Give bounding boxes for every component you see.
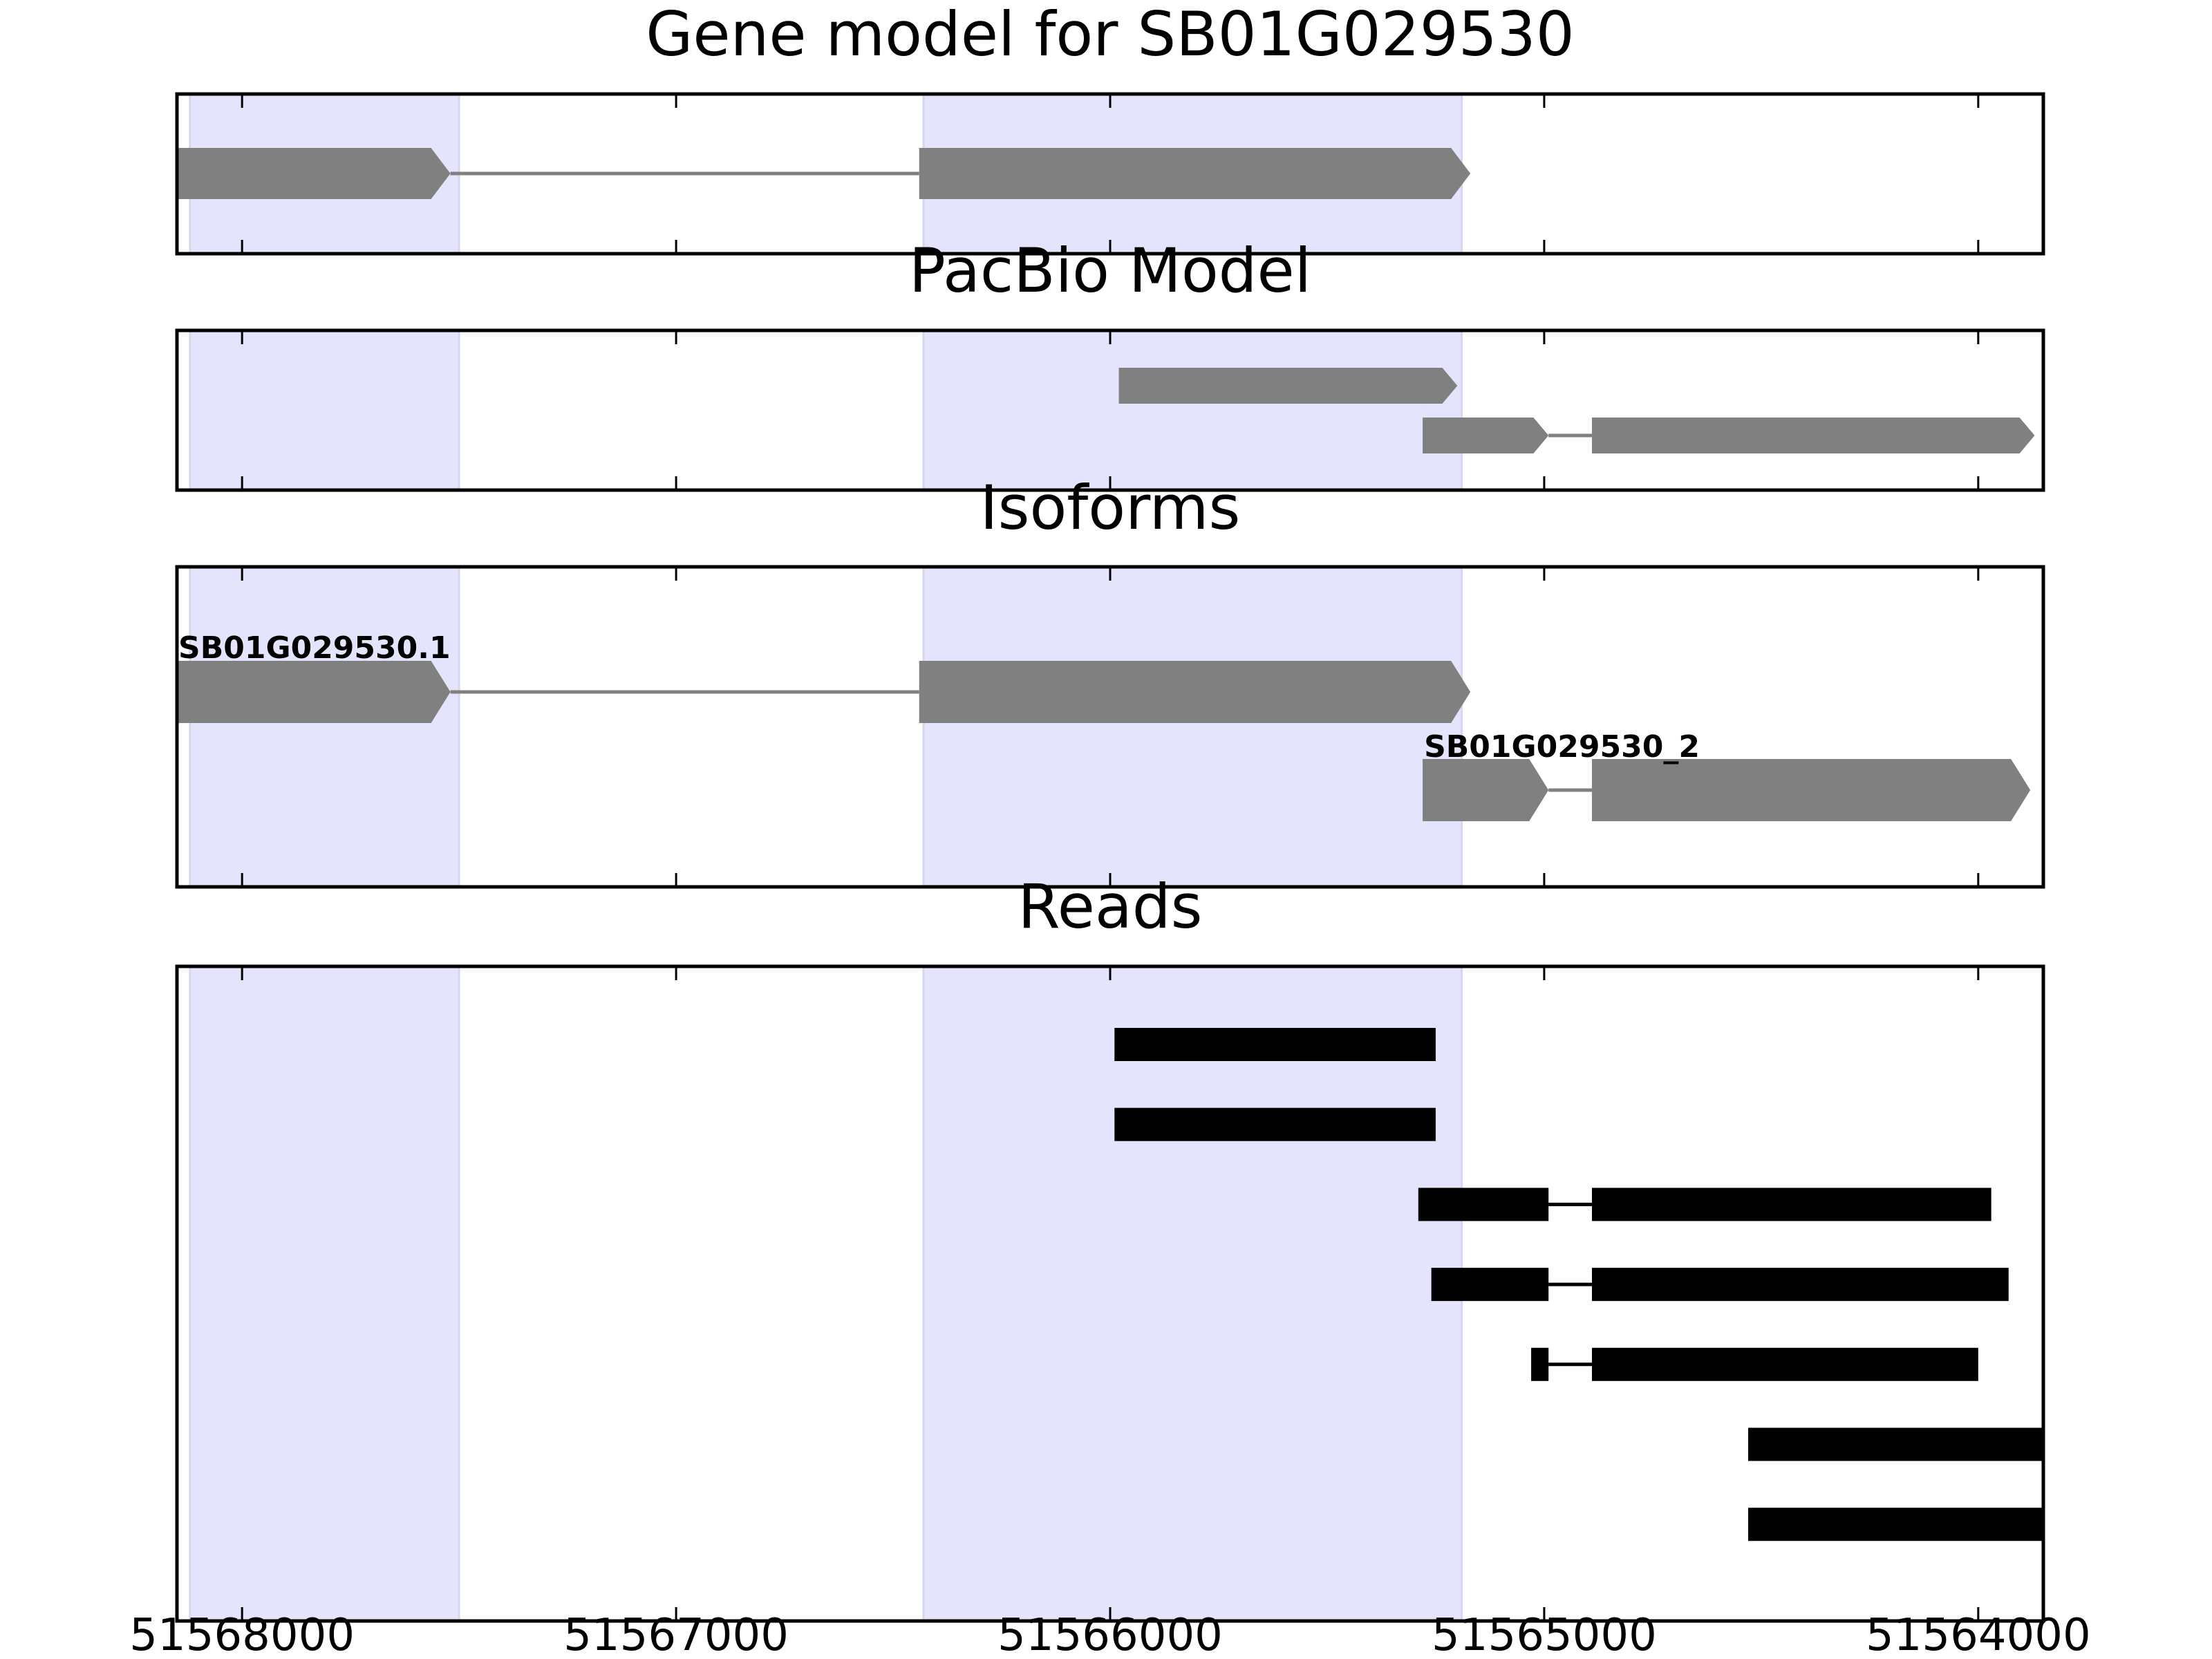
highlight-region <box>922 965 1463 1622</box>
isoform-label: SB01G029530_2 <box>1424 729 1700 765</box>
isoform-label: SB01G029530.1 <box>178 630 451 666</box>
transcript: SB01G029530.1 <box>177 630 1471 723</box>
panel-title: Isoforms <box>980 472 1241 543</box>
highlight-region <box>189 965 460 1622</box>
exon-block <box>1118 368 1458 404</box>
read <box>1114 1107 1436 1141</box>
panel-title: Reads <box>1018 871 1203 942</box>
panel-gene-model: Gene model for SB01G029530 <box>175 0 2045 256</box>
read-block <box>1591 1268 2009 1302</box>
exon-block <box>177 661 451 723</box>
exon-block <box>1423 418 1549 453</box>
exon-block <box>1591 759 2031 821</box>
x-tick-label: 51564000 <box>1866 1610 2091 1659</box>
transcript <box>1118 368 1458 404</box>
transcript <box>177 148 1471 199</box>
read-block <box>1591 1347 1978 1381</box>
exon-block <box>1423 759 1549 821</box>
highlight-region <box>189 565 460 888</box>
panel-pacbio-model: PacBio Model <box>175 235 2045 492</box>
read-block <box>1748 1508 2043 1541</box>
highlight-region <box>922 329 1463 491</box>
panel-title: PacBio Model <box>909 235 1311 306</box>
read <box>1748 1508 2043 1541</box>
x-tick-label: 51567000 <box>563 1610 789 1659</box>
read <box>1114 1028 1436 1061</box>
exon-block <box>919 661 1471 723</box>
exon-block <box>919 148 1471 199</box>
read-block <box>1591 1188 1991 1221</box>
read <box>1431 1268 2009 1302</box>
panel-title: Gene model for SB01G029530 <box>646 0 1575 70</box>
x-tick-label: 51568000 <box>129 1610 355 1659</box>
read <box>1748 1427 2043 1461</box>
panel-isoforms: Isoforms SB01G029530.1 SB01G029530_2 <box>175 472 2045 889</box>
read-block <box>1114 1107 1436 1141</box>
transcript: SB01G029530_2 <box>1423 729 2031 821</box>
highlight-region <box>189 329 460 491</box>
read-block <box>1114 1028 1436 1061</box>
exon-block <box>1591 418 2035 453</box>
read-block <box>1418 1188 1549 1221</box>
x-tick-label: 51565000 <box>1432 1610 1657 1659</box>
read-block <box>1531 1347 1549 1381</box>
highlight-region <box>922 565 1463 888</box>
x-tick-label: 51566000 <box>997 1610 1223 1659</box>
read-block <box>1748 1427 2043 1461</box>
transcript <box>1423 418 2035 453</box>
read <box>1531 1347 1978 1381</box>
read <box>1418 1188 1991 1221</box>
read-block <box>1431 1268 1549 1302</box>
panel-reads: Reads <box>175 871 2045 1623</box>
exon-block <box>177 148 451 199</box>
